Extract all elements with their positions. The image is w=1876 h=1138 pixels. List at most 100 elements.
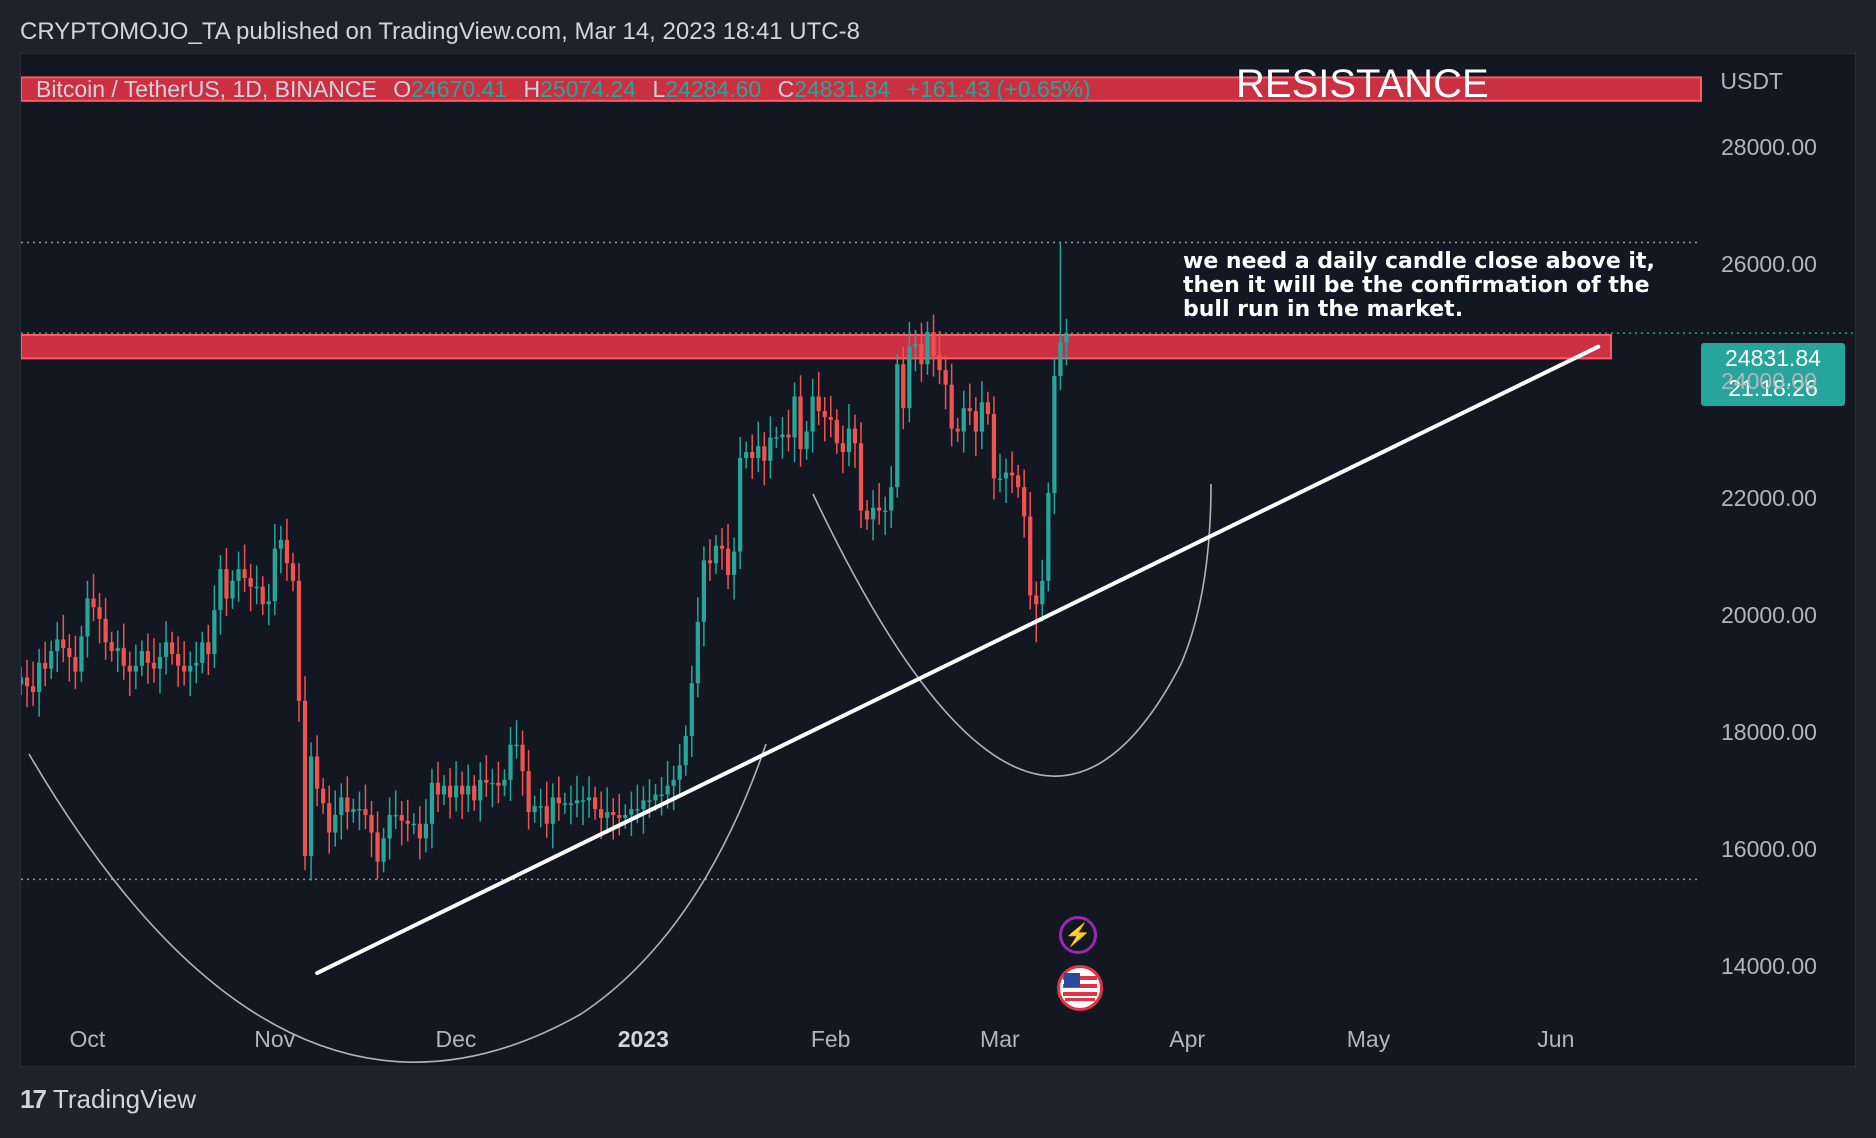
candle-body xyxy=(562,803,567,805)
candle-body xyxy=(61,639,66,649)
candle-body xyxy=(520,744,525,772)
candle-body xyxy=(870,507,876,520)
last-price-tag: 24831.84 21:18:26 xyxy=(1701,343,1845,406)
candle-body xyxy=(302,700,308,856)
candle-body xyxy=(671,779,676,786)
candle-body xyxy=(895,364,900,488)
us-flag-icon[interactable] xyxy=(1057,965,1103,1011)
candle-body xyxy=(804,431,809,450)
candle-body xyxy=(284,539,290,564)
candle-body xyxy=(333,814,338,833)
candle-body xyxy=(580,800,586,802)
price-axis-tick: 20000.00 xyxy=(1721,601,1817,628)
candle-body xyxy=(919,343,924,365)
candle-body xyxy=(21,677,24,685)
high-value: 25074.24 xyxy=(540,76,637,102)
candle-body xyxy=(351,809,356,813)
candle-body xyxy=(605,812,610,818)
tradingview-logo[interactable]: 17 TradingView xyxy=(20,1084,196,1115)
time-axis-tick: Oct xyxy=(69,1026,106,1052)
candle-body xyxy=(792,396,797,438)
candle-body xyxy=(1052,375,1057,494)
candle-body xyxy=(834,419,839,444)
candle-body xyxy=(200,642,205,663)
chart-pane[interactable]: Bitcoin / TetherUS, 1D, BINANCE O24670.4… xyxy=(20,53,1856,1067)
candle-body xyxy=(435,782,441,795)
candle-body xyxy=(828,416,833,420)
candle-body xyxy=(1058,342,1063,376)
candle-body xyxy=(145,651,151,663)
candle-body xyxy=(423,823,429,839)
price-chart[interactable] xyxy=(21,54,1856,1067)
candle-body xyxy=(707,560,713,564)
last-price-value: 24831.84 xyxy=(1725,345,1821,371)
candle-body xyxy=(188,665,193,672)
candle-body xyxy=(683,735,688,766)
candle-body xyxy=(176,654,181,666)
resistance-zone-2 xyxy=(21,333,1612,360)
candle-body xyxy=(556,797,561,804)
candle-body xyxy=(121,648,126,666)
candle-body xyxy=(647,800,652,802)
candle-body xyxy=(925,332,930,365)
candle-body xyxy=(1003,472,1009,479)
candle-body xyxy=(883,510,888,513)
candle-body xyxy=(822,411,827,417)
lightning-icon[interactable]: ⚡ xyxy=(1059,916,1097,954)
candle-body xyxy=(592,797,598,810)
candle-body xyxy=(133,665,138,672)
candle-body xyxy=(1046,493,1051,581)
candle-body xyxy=(985,402,991,414)
candle-body xyxy=(1064,333,1069,343)
tradingview-logo-icon: 17 xyxy=(20,1084,47,1114)
candle-body xyxy=(659,794,664,796)
symbol-label[interactable]: Bitcoin / TetherUS, 1D, BINANCE xyxy=(36,76,377,102)
candle-body xyxy=(701,560,706,622)
candle-body xyxy=(260,586,265,605)
candle-body xyxy=(538,806,543,808)
candle-body xyxy=(43,662,48,669)
candle-body xyxy=(49,651,54,669)
candle-body xyxy=(496,782,501,786)
candle-body xyxy=(798,396,803,450)
candle-body xyxy=(665,785,670,795)
candle-body xyxy=(315,756,320,789)
candle-body xyxy=(550,797,555,824)
candle-body xyxy=(762,446,767,461)
candle-body xyxy=(1009,472,1015,476)
candle-body xyxy=(719,545,725,549)
candle-body xyxy=(345,797,350,813)
time-axis-tick: Feb xyxy=(810,1026,851,1052)
candle-body xyxy=(907,346,912,409)
candle-body xyxy=(37,662,42,693)
candle-body xyxy=(163,642,169,657)
candle-body xyxy=(991,414,997,479)
candle-body xyxy=(889,487,894,511)
candle-body xyxy=(689,683,694,736)
candle-body xyxy=(109,642,114,652)
candle-body xyxy=(1028,516,1033,596)
candle-body xyxy=(369,814,374,833)
annotation-note: we need a daily candle close above it, t… xyxy=(1183,249,1655,322)
open-label: O xyxy=(393,76,412,102)
candle-body xyxy=(756,446,761,458)
candle-body xyxy=(290,563,296,581)
candle-body xyxy=(1034,595,1039,605)
candle-body xyxy=(387,814,392,839)
candle-body xyxy=(308,756,314,856)
currency-label[interactable]: USDT xyxy=(1720,68,1783,94)
candle-body xyxy=(85,598,90,637)
candle-body xyxy=(67,648,72,657)
candle-body xyxy=(296,580,302,701)
change-value: +161.43 (+0.65%) xyxy=(906,76,1091,102)
candle-body xyxy=(212,610,217,654)
candle-body xyxy=(901,364,906,409)
candle-body xyxy=(194,662,199,666)
tradingview-brand: TradingView xyxy=(52,1084,196,1114)
time-axis-tick: Apr xyxy=(1169,1026,1206,1052)
candle-body xyxy=(635,809,640,811)
ohlc-legend: Bitcoin / TetherUS, 1D, BINANCE O24670.4… xyxy=(36,76,1091,103)
rounded-bottom-drawing-2 xyxy=(812,483,1212,777)
candle-body xyxy=(73,656,78,672)
candle-body xyxy=(478,779,483,801)
